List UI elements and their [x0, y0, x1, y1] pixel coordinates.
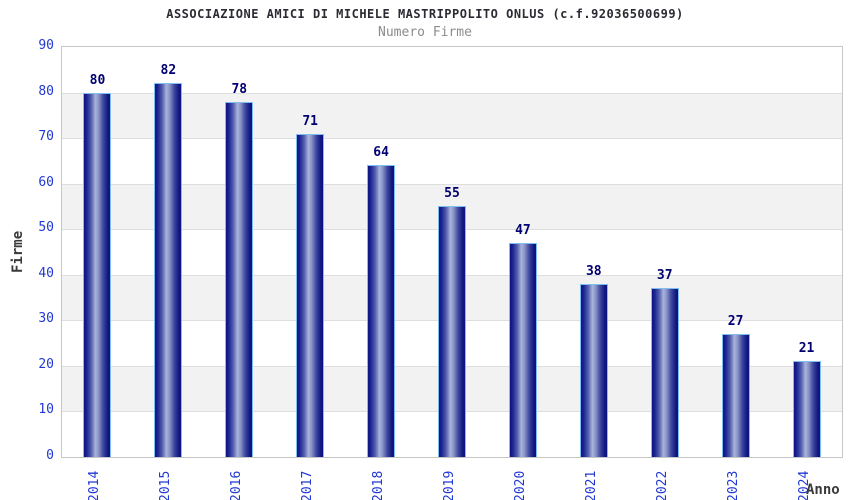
x-tick-label: 2021	[583, 470, 599, 500]
y-tick-label: 70	[38, 129, 54, 145]
x-tick-label: 2017	[300, 470, 316, 500]
bar	[154, 83, 183, 457]
chart-subtitle: Numero Firme	[378, 25, 472, 40]
y-tick-label: 10	[38, 402, 54, 418]
chart-title: ASSOCIAZIONE AMICI DI MICHELE MASTRIPPOL…	[166, 7, 684, 21]
x-tick-label: 2019	[442, 470, 457, 500]
gridline	[62, 92, 842, 94]
y-tick-label: 50	[38, 220, 54, 236]
x-tick-label: 2014	[87, 470, 103, 500]
bar	[225, 101, 254, 457]
bar	[721, 334, 750, 457]
bar	[438, 206, 466, 457]
y-tick-label: 30	[38, 311, 54, 327]
plot-area: 80 82 78 71 64 55 47 38 37 27 21	[61, 46, 843, 458]
grid-band	[62, 92, 842, 139]
x-tick-label: 2022	[654, 470, 670, 500]
bar-value-label: 80	[89, 72, 106, 88]
y-axis-title: Firme	[10, 230, 26, 274]
bar	[792, 361, 821, 457]
bar	[367, 165, 396, 457]
x-tick-label: 2020	[512, 470, 528, 500]
bar	[579, 283, 608, 457]
bar-value-label: 82	[160, 63, 177, 79]
bar-value-label: 47	[515, 222, 531, 238]
y-tick-label: 60	[38, 174, 54, 190]
bar-value-label: 78	[231, 81, 248, 97]
x-tick-label: 2023	[725, 470, 741, 500]
bar-value-label: 64	[373, 145, 389, 161]
x-axis-title: Anno	[806, 482, 840, 498]
gridline	[62, 138, 842, 140]
y-tick-label: 0	[46, 448, 54, 463]
y-tick-label: 20	[38, 356, 54, 372]
bar-value-label: 38	[585, 263, 602, 279]
bar-value-label: 27	[727, 314, 744, 329]
bar	[650, 288, 679, 457]
bar-value-label: 37	[656, 268, 673, 284]
x-tick-label: 2016	[229, 470, 245, 500]
bar-value-label: 21	[798, 341, 815, 357]
bar	[83, 92, 112, 457]
y-tick-label: 40	[38, 265, 54, 281]
bar	[508, 242, 537, 457]
x-tick-label: 2018	[371, 470, 387, 500]
bar-value-label: 55	[444, 186, 460, 202]
gridline	[62, 183, 842, 185]
y-tick-label: 80	[38, 83, 54, 99]
bar-value-label: 71	[302, 113, 318, 129]
x-tick-label: 2015	[158, 470, 174, 500]
y-tick-label: 90	[38, 38, 54, 53]
bar	[296, 133, 325, 457]
